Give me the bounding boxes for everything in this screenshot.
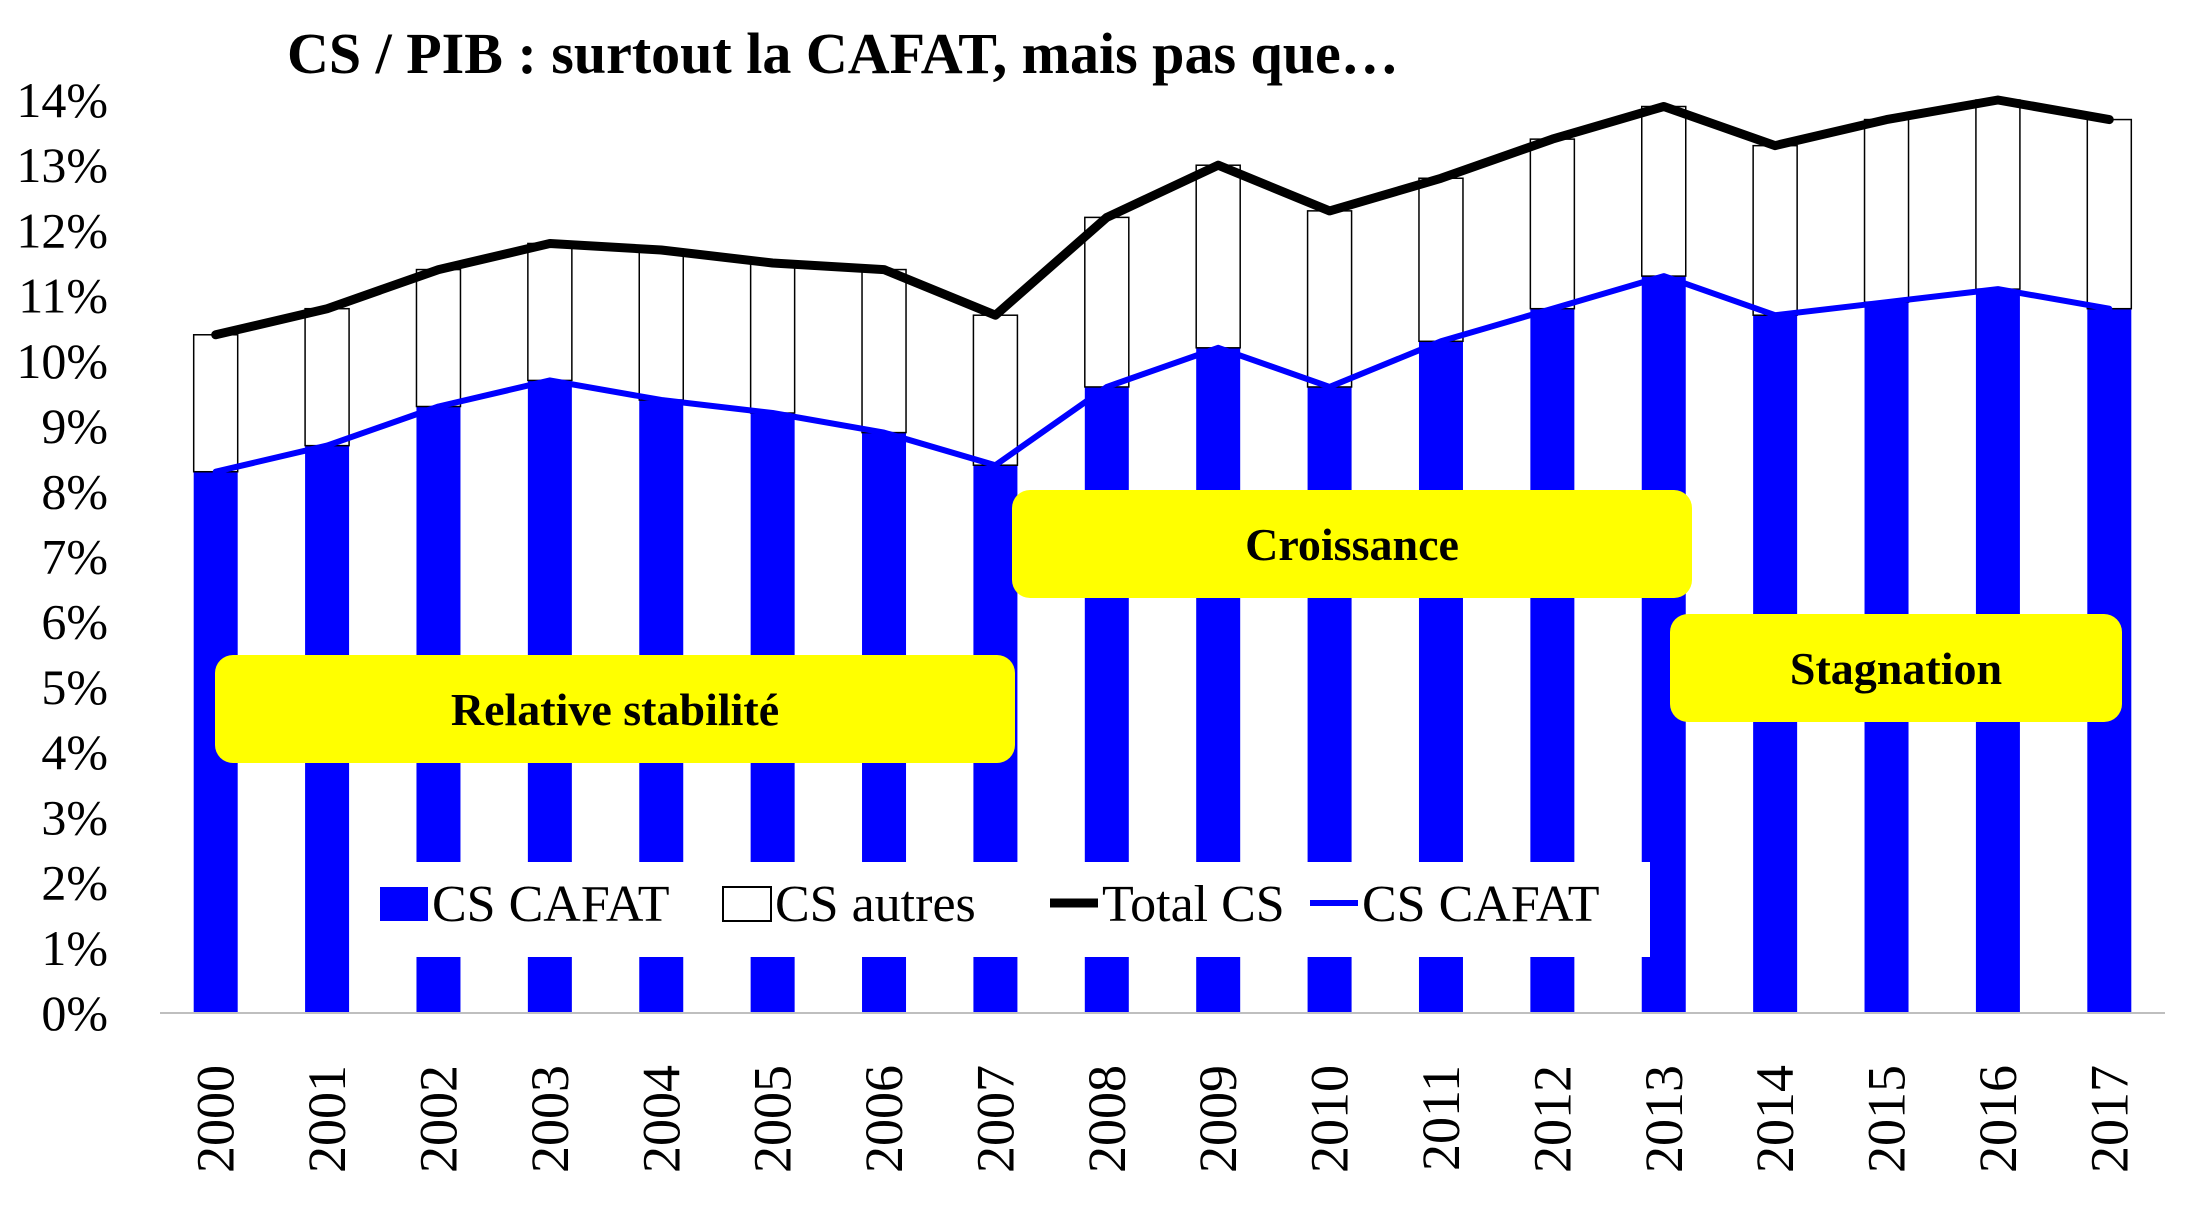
y-tick-label: 3% — [41, 789, 108, 845]
x-tick-label: 2006 — [854, 1065, 914, 1173]
legend-bar-cs-autres-label: CS autres — [775, 876, 976, 933]
legend-bar-cs-cafat-label: CS CAFAT — [432, 876, 669, 933]
bar-cs-autres — [527, 242, 573, 382]
legend-background — [370, 862, 1650, 957]
bar-cs-autres — [1195, 164, 1241, 349]
y-axis: 0% 1% 2% 3% 4% 5% 6% 7% 8% 9% 10% 11% 12% 13% 14% — [16, 72, 108, 1041]
line-total-cs — [211, 95, 2114, 340]
y-tick-label: 4% — [41, 724, 108, 780]
bar-cs-autres — [304, 307, 350, 447]
x-tick-label: 2012 — [1522, 1065, 1582, 1173]
legend-bar-cs-cafat-key — [380, 887, 428, 921]
annotation-croissance-box — [1012, 490, 1692, 598]
x-tick-label: 2011 — [1411, 1065, 1471, 1171]
x-tick-label: 2007 — [965, 1065, 1025, 1173]
x-tick-label: 2001 — [297, 1065, 357, 1173]
bar-cs-autres — [1418, 177, 1464, 343]
x-tick-label: 2000 — [186, 1065, 246, 1173]
x-tick-label: 2017 — [2079, 1065, 2139, 1173]
y-tick-label: 2% — [41, 855, 108, 911]
bar-cs-autres — [1641, 105, 1687, 277]
chart-title: CS / PIB : surtout la CAFAT, mais pas qu… — [287, 21, 1399, 86]
x-tick-label: 2013 — [1634, 1065, 1694, 1173]
lines — [211, 95, 2114, 475]
y-tick-label: 13% — [16, 137, 108, 193]
x-tick-label: 2016 — [1968, 1065, 2028, 1173]
x-axis: 2000 2001 2002 2003 2004 2005 2006 2007 2008 2009… — [160, 1012, 2165, 1173]
y-tick-label: 0% — [41, 985, 108, 1041]
y-tick-label: 8% — [41, 463, 108, 519]
x-tick-label: 2009 — [1188, 1065, 1248, 1173]
x-tick-label: 2003 — [520, 1065, 580, 1173]
legend-line-total-cs-label: Total CS — [1102, 876, 1285, 933]
x-tick-label: 2004 — [631, 1065, 691, 1173]
x-tick-label: 2014 — [1745, 1065, 1805, 1173]
bar-cs-autres — [861, 268, 907, 434]
bar-cs-autres — [1306, 210, 1353, 388]
y-tick-label: 9% — [41, 398, 108, 454]
bar-cs-autres — [1084, 216, 1130, 388]
legend-bar-cs-autres-key — [722, 886, 772, 922]
annotation-relative-stabilite: Relative stabilité — [451, 684, 779, 735]
x-tick-label: 2015 — [1857, 1065, 1917, 1173]
y-tick-label: 11% — [18, 268, 108, 324]
y-tick-label: 10% — [16, 333, 108, 389]
x-tick-label: 2002 — [408, 1065, 468, 1173]
bar-cs-autres — [1529, 138, 1576, 310]
legend: CS CAFAT CS autres Total CS CS CAFAT — [370, 862, 1650, 957]
x-tick-label: 2005 — [743, 1065, 803, 1173]
line-cs-cafat — [212, 273, 2113, 475]
bar-cs-autres — [192, 334, 239, 473]
y-tick-label: 1% — [41, 920, 108, 976]
annotations: Relative stabilité Croissance Stagnation — [215, 490, 2122, 763]
annotation-stagnation: Stagnation — [1790, 643, 2002, 694]
y-tick-label: 5% — [41, 659, 108, 715]
y-tick-label: 12% — [16, 202, 108, 258]
y-tick-label: 6% — [41, 594, 108, 650]
annotation-relative-stabilite-box — [215, 655, 1015, 763]
bar-cs-autres — [638, 249, 684, 401]
x-tick-label: 2008 — [1077, 1065, 1137, 1173]
legend-line-cs-cafat-label: CS CAFAT — [1362, 876, 1599, 933]
bar-cs-autres — [972, 314, 1019, 466]
bar-cs-autres — [2086, 118, 2133, 310]
bar-cs-autres — [1863, 118, 1910, 303]
y-tick-label: 14% — [16, 72, 108, 128]
bar-cs-autres — [749, 262, 796, 414]
bar-cs-autres — [415, 268, 462, 408]
annotation-stagnation-box — [1670, 614, 2122, 722]
bar-cs-autres — [1975, 99, 2021, 290]
annotation-croissance: Croissance — [1245, 519, 1459, 570]
y-tick-label: 7% — [41, 529, 108, 585]
bar-cs-autres — [1752, 144, 1798, 316]
x-tick-label: 2010 — [1300, 1065, 1360, 1173]
